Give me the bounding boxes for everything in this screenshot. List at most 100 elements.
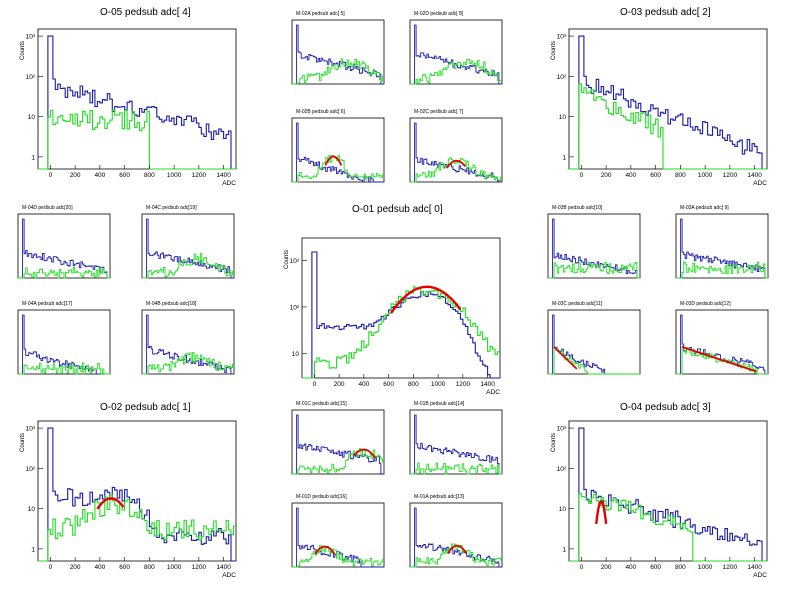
- x-axis-label: ADC: [222, 180, 236, 187]
- x-axis-label: ADC: [222, 572, 236, 579]
- x-tick-label: 1200: [192, 564, 207, 571]
- fit-curve: [595, 500, 608, 525]
- plot-frame: [301, 237, 501, 379]
- y-tick-label: 1: [562, 546, 566, 553]
- histogram-panel-m-04a: M-04A pedsub adc[17]: [17, 301, 111, 375]
- plot-frame: [17, 213, 111, 279]
- histogram-panel-m-01d: M-01D pedsub adc[16]: [291, 494, 385, 568]
- plot-frame: [675, 309, 769, 375]
- series-all: [410, 414, 502, 475]
- series-all: [18, 314, 110, 375]
- histogram-panel-o-04: O-04 pedsub adc[ 3] 0 200 400 600 800 1000 1200…: [551, 402, 768, 579]
- x-tick-label: 1400: [216, 172, 231, 179]
- y-tick-label: 10²: [290, 304, 300, 311]
- chart-title: M-02B pedsub adc[ 6]: [296, 109, 346, 115]
- x-axis-label: ADC: [753, 572, 767, 579]
- y-tick-label: 10: [28, 114, 36, 121]
- x-tick-label: 800: [144, 564, 155, 571]
- series-all: [410, 24, 502, 85]
- y-tick-label: 10: [559, 506, 567, 513]
- chart-title: M-03A pedsub adc[ 9]: [680, 205, 729, 211]
- series-all: [292, 414, 384, 475]
- plot-frame: [17, 309, 111, 375]
- x-tick-label: 0: [313, 381, 317, 388]
- histogram-panel-m-03b: M-03B pedsub adc[10]: [547, 205, 641, 279]
- y-tick-label: 1: [31, 546, 35, 553]
- x-tick-label: 0: [580, 172, 584, 179]
- series-selected: [302, 286, 500, 379]
- fit-curve: [324, 155, 343, 166]
- y-axis-label: Counts: [551, 433, 557, 452]
- histogram-panel-m-03a: M-03A pedsub adc[ 9]: [675, 205, 769, 279]
- x-tick-label: 1000: [431, 381, 446, 388]
- x-tick-label: 1000: [698, 172, 713, 179]
- series-selected: [38, 109, 236, 170]
- series-selected: [548, 261, 640, 279]
- plot-frame: [37, 420, 237, 562]
- x-tick-label: 1400: [747, 564, 762, 571]
- y-axis-label: Counts: [20, 41, 26, 60]
- x-tick-label: 200: [70, 172, 81, 179]
- chart-title: M-02D pedsub adc[ 8]: [414, 11, 464, 17]
- series-selected: [676, 261, 768, 279]
- y-tick-label: 10: [559, 114, 567, 121]
- x-tick-label: 1000: [167, 172, 182, 179]
- x-tick-label: 200: [70, 564, 81, 571]
- series-all: [676, 314, 768, 375]
- fit-curve: [96, 497, 125, 510]
- plot-frame: [291, 117, 385, 183]
- series-all: [38, 35, 236, 170]
- plot-frame: [291, 19, 385, 85]
- y-tick-label: 10²: [26, 466, 36, 473]
- series-all: [410, 507, 502, 568]
- histogram-panel-m-02a: M-02A pedsub adc[ 5]: [291, 11, 385, 85]
- histogram-panel-m-01c: M-01C pedsub adc[15]: [291, 401, 385, 475]
- series-all: [569, 35, 767, 170]
- x-tick-label: 400: [625, 564, 636, 571]
- x-tick-label: 600: [119, 564, 130, 571]
- histogram-panel-m-02c: M-02C pedsub adc[ 7]: [409, 109, 503, 183]
- histogram-panel-o-05: O-05 pedsub adc[ 4] 0 200 400 600 800 1000 1200…: [20, 7, 237, 187]
- plot-frame: [675, 213, 769, 279]
- plot-frame: [291, 502, 385, 568]
- series-all: [569, 427, 767, 562]
- series-selected: [292, 448, 384, 475]
- y-tick-label: 1: [562, 154, 566, 161]
- chart-title: M-04C pedsub adc[19]: [146, 205, 197, 211]
- series-selected: [548, 346, 640, 375]
- histogram-panel-m-01a: M-01A pedsub adc[13]: [409, 494, 503, 568]
- series-selected: [410, 462, 502, 475]
- plot-frame: [409, 19, 503, 85]
- plot-frame: [409, 117, 503, 183]
- plot-frame: [547, 213, 641, 279]
- y-tick-label: 10: [28, 506, 36, 513]
- x-tick-label: 800: [144, 172, 155, 179]
- histogram-panel-m-02d: M-02D pedsub adc[ 8]: [409, 11, 503, 85]
- x-tick-label: 1200: [723, 172, 738, 179]
- y-axis-label: Counts: [284, 250, 290, 269]
- series-all: [548, 314, 640, 375]
- chart-title: O-05 pedsub adc[ 4]: [100, 7, 191, 18]
- chart-title: M-01D pedsub adc[16]: [296, 494, 347, 500]
- plot-frame: [291, 409, 385, 475]
- histogram-panel-m-04d: M-04D pedsub adc[20]: [17, 205, 111, 279]
- x-tick-label: 1400: [216, 564, 231, 571]
- histogram-panel-m-03c: M-03C pedsub adc[11]: [547, 301, 641, 375]
- series-selected: [142, 352, 234, 375]
- chart-title: O-02 pedsub adc[ 1]: [100, 402, 191, 413]
- x-tick-label: 1400: [480, 381, 495, 388]
- x-tick-label: 0: [580, 564, 584, 571]
- fit-curve: [390, 285, 462, 314]
- y-tick-label: 10²: [557, 74, 567, 81]
- series-selected: [142, 253, 234, 279]
- series-selected: [292, 154, 384, 183]
- chart-title: M-04A pedsub adc[17]: [22, 301, 73, 307]
- y-tick-label: 10³: [557, 34, 567, 41]
- histogram-panel-m-02b: M-02B pedsub adc[ 6]: [291, 109, 385, 183]
- series-selected: [292, 545, 384, 568]
- fit-curve: [553, 346, 578, 370]
- series-all: [292, 122, 384, 183]
- x-tick-label: 400: [625, 172, 636, 179]
- y-tick-label: 1: [31, 154, 35, 161]
